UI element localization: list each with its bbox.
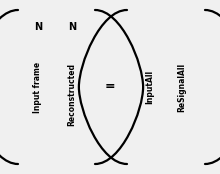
Text: N: N (34, 22, 42, 32)
Text: InputAll: InputAll (145, 70, 154, 104)
Text: Input frame: Input frame (33, 61, 42, 113)
Text: Reconstructed: Reconstructed (68, 64, 77, 126)
Text: =: = (105, 81, 115, 93)
Text: ReSignalAll: ReSignalAll (178, 62, 187, 112)
Text: N: N (68, 22, 76, 32)
